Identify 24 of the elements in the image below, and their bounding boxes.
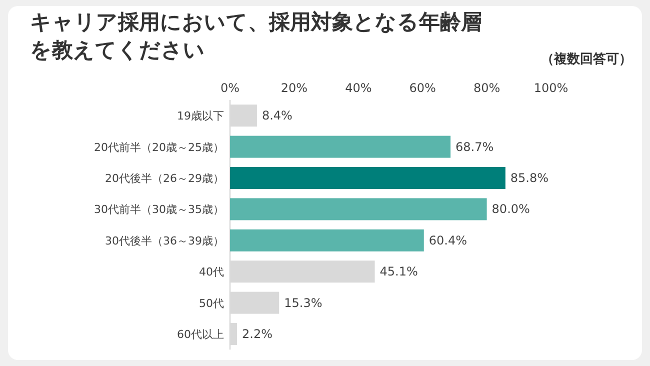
value-label: 80.0%: [492, 202, 530, 216]
tick: 80%: [473, 81, 500, 95]
value-label: 60.4%: [428, 233, 467, 248]
category: 50代: [199, 296, 224, 310]
value-label: 8.4%: [262, 108, 292, 123]
annotation: （複数回答可）: [541, 50, 632, 68]
category: 20代前半（20歳～25歳）: [94, 140, 224, 154]
category: 30代後半（36～39歳）: [105, 234, 224, 248]
category: 19歳以下: [177, 110, 224, 123]
value-label: 85.8%: [510, 171, 549, 185]
value-label: 2.2%: [242, 327, 273, 341]
value-label: 45.1%: [380, 264, 418, 279]
value-label: 15.3%: [284, 296, 322, 310]
category: 60代以上: [177, 328, 224, 341]
tick: 0%: [220, 81, 240, 95]
value-label: 68.7%: [456, 140, 494, 154]
tick: 20%: [280, 81, 308, 95]
category: 40代: [199, 266, 224, 279]
tick: 40%: [345, 81, 372, 95]
category: 20代後半（26～29歳）: [105, 172, 224, 185]
tick: 100%: [534, 81, 568, 95]
category: 30代前半（30歳～35歳）: [94, 203, 224, 216]
tick: 60%: [409, 81, 436, 95]
title: キャリア採用において、採用対象となる年齢層を教えてください: [30, 9, 483, 64]
